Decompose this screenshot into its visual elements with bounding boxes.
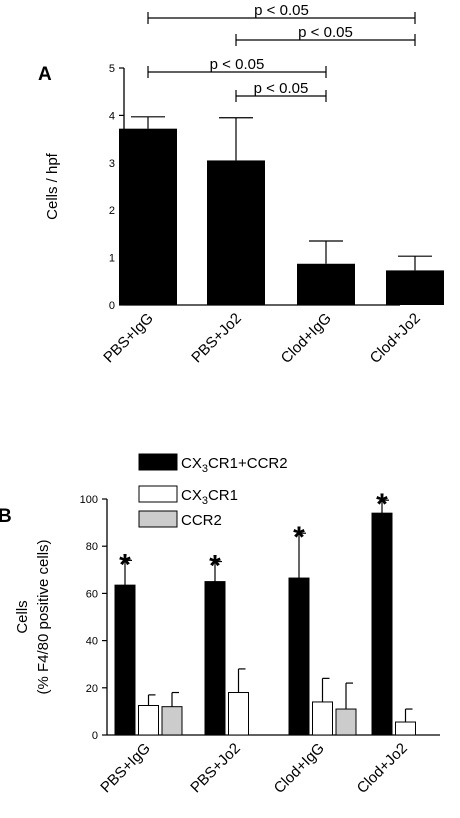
bar bbox=[371, 512, 393, 736]
panel-b: B CX3CR1+CCR2 CX3CR1 CCR2 0 20 40 60 80 100 Cells(… bbox=[0, 453, 440, 797]
bar bbox=[335, 708, 357, 736]
y-axis-label: Cells bbox=[14, 600, 31, 633]
significance-label: p < 0.05 bbox=[254, 2, 309, 19]
y-tick-label: 20 bbox=[86, 683, 98, 695]
bar bbox=[138, 705, 159, 736]
legend-swatch bbox=[138, 510, 178, 528]
y-axis-label: (% F4/80 positive cells) bbox=[35, 539, 52, 694]
y-tick-label: 5 bbox=[109, 63, 115, 75]
y-tick-label: 3 bbox=[109, 158, 115, 170]
category-label: Clod+Jo2 bbox=[354, 740, 411, 797]
y-tick-label: 80 bbox=[86, 541, 98, 553]
y-axis-label: Cells / hpf bbox=[44, 152, 61, 220]
bar bbox=[386, 270, 444, 305]
panel-label: B bbox=[0, 506, 12, 527]
legend-label: CX3CR1+CCR2 bbox=[181, 455, 288, 475]
category-label: Clod+IgG bbox=[278, 310, 335, 367]
bar bbox=[288, 577, 310, 736]
bar bbox=[161, 706, 183, 736]
y-tick-label: 2 bbox=[109, 205, 115, 217]
legend-swatch bbox=[138, 485, 178, 503]
y-tick-label: 4 bbox=[109, 110, 115, 122]
y-tick-label: 1 bbox=[109, 253, 115, 265]
bar bbox=[207, 160, 265, 305]
significance-star: * bbox=[376, 488, 388, 521]
bar bbox=[297, 263, 355, 305]
category-label: Clod+Jo2 bbox=[367, 310, 424, 367]
category-label: PBS+Jo2 bbox=[188, 310, 245, 367]
legend-label: CX3CR1 bbox=[181, 487, 238, 507]
y-tick-label: 0 bbox=[92, 730, 98, 742]
significance-star: * bbox=[293, 521, 305, 554]
bar bbox=[395, 721, 416, 736]
significance-star: * bbox=[209, 550, 221, 583]
y-tick-label: 40 bbox=[86, 636, 98, 648]
y-tick-label: 60 bbox=[86, 588, 98, 600]
legend-label: CCR2 bbox=[181, 512, 222, 529]
legend-swatch bbox=[138, 453, 178, 471]
panel-a: A 0 1 2 3 4 5 Cells / hpf PBS+IgG PBS+Jo2 Clod+IgG… bbox=[38, 2, 444, 367]
significance-label: p < 0.05 bbox=[254, 80, 309, 97]
category-label: PBS+Jo2 bbox=[187, 740, 244, 797]
category-label: Clod+IgG bbox=[271, 740, 328, 797]
category-label: PBS+IgG bbox=[100, 310, 157, 367]
significance-label: p < 0.05 bbox=[298, 24, 353, 41]
y-tick-label: 0 bbox=[109, 300, 115, 312]
significance-star: * bbox=[119, 548, 131, 581]
significance-label: p < 0.05 bbox=[210, 56, 265, 73]
bar bbox=[312, 701, 333, 736]
bar bbox=[119, 128, 177, 305]
category-label: PBS+IgG bbox=[97, 740, 154, 797]
bar bbox=[228, 692, 249, 736]
panel-label: A bbox=[38, 64, 52, 85]
bar bbox=[114, 584, 136, 736]
bar bbox=[204, 581, 226, 736]
y-tick-label: 100 bbox=[80, 494, 98, 506]
